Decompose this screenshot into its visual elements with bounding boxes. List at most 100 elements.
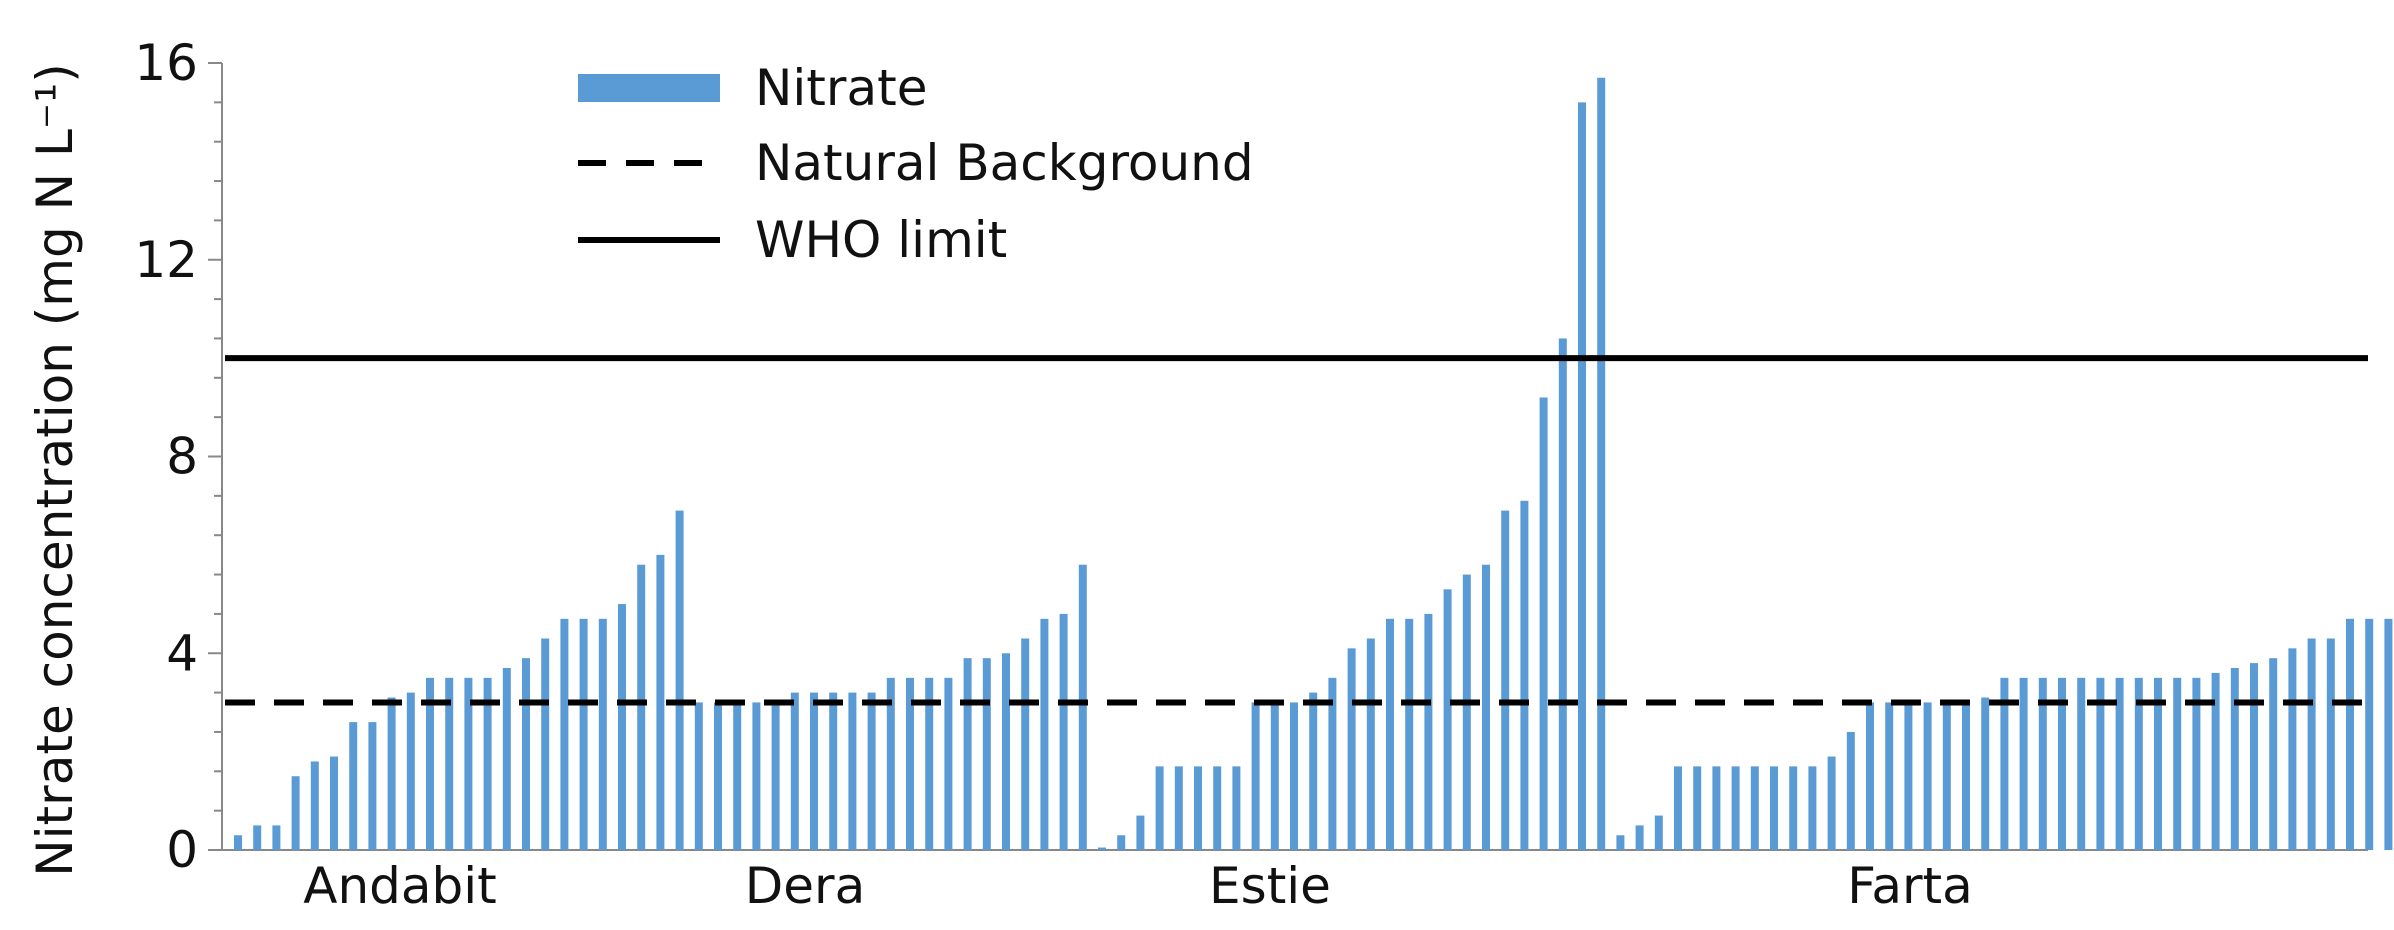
legend-swatch-nitrate	[578, 74, 720, 102]
nitrate-bar	[541, 638, 550, 850]
nitrate-bar	[1578, 102, 1586, 851]
nitrate-bar	[2000, 677, 2009, 850]
nitrate-bar	[2173, 677, 2182, 850]
nitrate-bar	[1904, 702, 1913, 850]
group-labels: Andabit Dera Estie Farta	[303, 857, 1973, 915]
nitrate-bar	[1942, 702, 1951, 850]
nitrate-bar	[1654, 815, 1663, 850]
nitrate-bar	[330, 756, 338, 850]
nitrate-bar	[349, 722, 358, 850]
nitrate-bar	[1520, 500, 1529, 850]
nitrate-bar	[2269, 658, 2278, 850]
nitrate-bar	[1309, 692, 1318, 850]
nitrate-bar	[1155, 766, 1164, 850]
nitrate-bar	[579, 618, 588, 850]
nitrate-bar	[1002, 653, 1010, 850]
nitrate-bar	[2115, 677, 2124, 850]
nitrate-bar	[1270, 702, 1279, 850]
nitrate-bar	[1386, 618, 1394, 850]
nitrate-bar	[560, 618, 569, 850]
nitrate-bar	[445, 677, 454, 850]
nitrate-bar	[2384, 618, 2393, 850]
nitrate-bar	[310, 761, 319, 850]
nitrate-bar	[886, 677, 895, 850]
nitrate-bar	[1750, 766, 1759, 850]
nitrate-bar	[1885, 702, 1894, 850]
nitrate-bar	[1789, 766, 1798, 850]
nitrate-bar	[1059, 613, 1068, 850]
nitrate-bar	[1098, 847, 1106, 850]
reference-lines	[225, 355, 2368, 706]
nitrate-bar	[1078, 564, 1087, 850]
nitrate-bar	[2038, 677, 2047, 850]
nitrate-bar	[2096, 677, 2105, 850]
group-label-andabit: Andabit	[303, 857, 497, 915]
nitrate-bar	[944, 677, 953, 850]
nitrate-bar	[1827, 756, 1836, 850]
nitrate-bar	[771, 702, 780, 850]
nitrate-bar	[867, 692, 876, 850]
nitrate-bar	[829, 692, 838, 850]
nitrate-bar	[752, 702, 761, 850]
nitrate-bar	[1040, 618, 1049, 850]
nitrate-bar	[1366, 638, 1375, 850]
nitrate-bar	[464, 677, 473, 850]
group-label-estie: Estie	[1209, 857, 1331, 915]
legend-label: Nitrate	[755, 59, 927, 117]
nitrate-bar	[598, 618, 607, 850]
y-tick-label: 8	[166, 428, 198, 486]
nitrate-bar	[1674, 766, 1682, 850]
y-axis-title: Nitrate concentration (mg N L⁻¹)	[26, 63, 84, 876]
nitrate-bar	[1117, 835, 1126, 850]
nitrate-bar	[2058, 677, 2066, 850]
nitrate-bar	[1539, 397, 1548, 850]
nitrate-bar	[2307, 638, 2316, 850]
legend-label: WHO limit	[755, 211, 1007, 269]
nitrate-bar	[1251, 702, 1260, 850]
nitrate-bar	[848, 692, 857, 850]
nitrate-bar	[733, 702, 742, 850]
nitrate-bar	[426, 677, 434, 850]
nitrate-bar	[1693, 766, 1702, 850]
nitrate-bar	[2192, 677, 2201, 850]
group-label-dera: Dera	[745, 857, 865, 915]
nitrate-bar	[1213, 766, 1222, 850]
nitrate-bar	[1501, 510, 1510, 850]
nitrate-bar	[2134, 677, 2143, 850]
nitrate-bar	[1731, 766, 1740, 850]
y-tick-label: 4	[166, 624, 198, 682]
nitrate-bar	[387, 697, 396, 850]
nitrate-bar	[1808, 766, 1817, 850]
nitrate-bar	[1482, 564, 1490, 850]
nitrate-bar	[1846, 731, 1855, 850]
nitrate-bar	[618, 604, 626, 850]
nitrate-bar	[502, 668, 511, 850]
nitrate-bar	[963, 658, 972, 850]
nitrate-bar	[368, 722, 377, 850]
nitrate-bar	[1443, 589, 1452, 850]
nitrate-bar	[2019, 677, 2028, 850]
nitrate-bar	[1635, 825, 1644, 850]
nitrate-bar	[1866, 702, 1874, 850]
nitrate-bar	[656, 554, 665, 850]
nitrate-bar	[1770, 766, 1778, 850]
nitrate-bar	[675, 510, 684, 850]
group-label-farta: Farta	[1847, 857, 1973, 915]
nitrate-bar	[253, 825, 262, 850]
nitrate-bar	[1923, 702, 1932, 850]
nitrate-bar	[714, 702, 722, 850]
nitrate-bar	[1424, 613, 1433, 850]
nitrate-bar	[925, 677, 934, 850]
nitrate-bar	[2077, 677, 2086, 850]
nitrate-bar	[1558, 338, 1567, 850]
nitrate-bar	[1962, 702, 1970, 850]
bar-series-nitrate	[234, 77, 2393, 851]
nitrate-bar	[1021, 638, 1030, 850]
nitrate-bar	[637, 564, 646, 850]
nitrate-bar	[1290, 702, 1298, 850]
nitrate-bar	[694, 702, 703, 850]
nitrate-bar	[1616, 835, 1625, 850]
nitrate-bar	[1136, 815, 1145, 850]
nitrate-bar	[810, 692, 818, 850]
